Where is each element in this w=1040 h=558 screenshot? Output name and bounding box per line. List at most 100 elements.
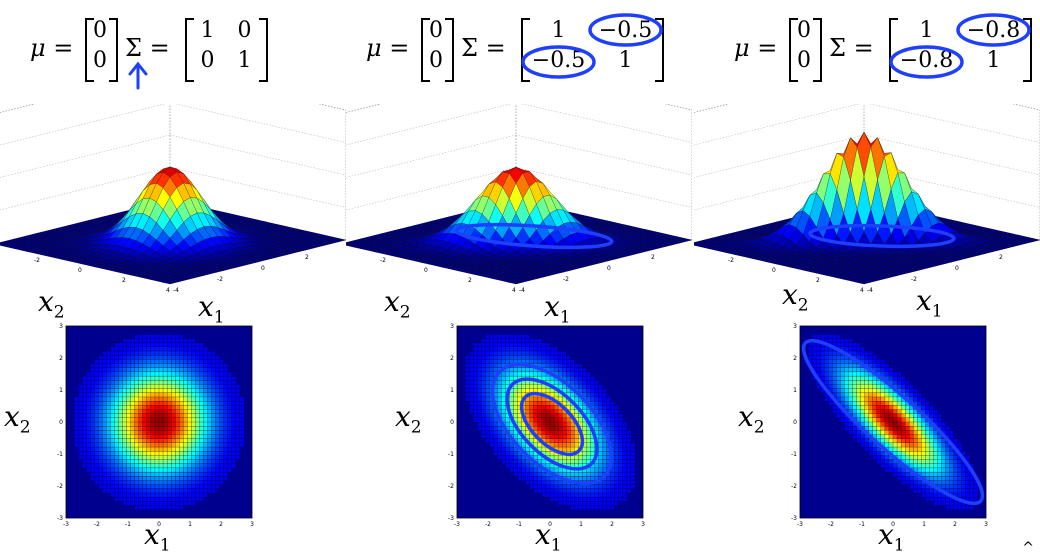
heatmap-cell xyxy=(78,405,83,410)
heatmap-cell xyxy=(537,342,543,348)
heatmap-cell xyxy=(203,350,208,356)
heatmap-cell xyxy=(166,430,172,435)
heatmap-cell xyxy=(606,409,611,414)
heatmap-cell xyxy=(122,455,127,460)
x2-tick-label: 0 xyxy=(59,419,63,426)
heatmap-cell xyxy=(158,451,164,456)
heatmap-cell xyxy=(175,367,180,373)
heatmap-cell xyxy=(138,451,144,456)
heatmap-cell xyxy=(586,505,591,510)
heatmap-cell xyxy=(485,417,490,423)
heatmap-cell xyxy=(110,438,115,444)
heatmap-cell xyxy=(162,426,168,431)
heatmap-cell xyxy=(477,342,482,348)
heatmap-cell xyxy=(501,392,506,398)
heatmap-cell xyxy=(545,350,551,356)
heatmap-cell xyxy=(505,380,510,385)
heatmap-cell xyxy=(154,338,160,344)
heatmap-cell xyxy=(150,375,156,381)
heatmap-cell xyxy=(183,359,188,364)
heatmap-cell xyxy=(187,451,192,456)
heatmap-cell xyxy=(183,455,188,460)
heatmap-cell xyxy=(86,467,91,473)
heatmap-cell xyxy=(578,375,583,381)
heatmap-cell xyxy=(489,350,494,356)
heatmap-cell xyxy=(122,488,127,494)
heatmap-cell xyxy=(489,421,494,427)
heatmap-cell xyxy=(171,396,176,402)
heatmap-cell xyxy=(154,455,160,460)
heatmap-cell xyxy=(464,396,470,402)
heatmap-cell xyxy=(541,342,547,348)
heatmap-cell xyxy=(166,446,172,452)
heatmap-cell xyxy=(473,367,478,373)
x1-axis-label: x1 xyxy=(544,290,571,328)
heatmap-cell xyxy=(183,476,188,481)
heatmap-cell xyxy=(618,430,624,435)
heatmap-cell xyxy=(513,355,518,360)
heatmap-cell xyxy=(590,380,595,385)
heatmap-cell xyxy=(505,375,510,381)
heatmap-cell xyxy=(154,388,160,394)
heatmap-cell xyxy=(219,371,225,377)
heatmap-cell xyxy=(566,355,571,360)
heatmap-cell xyxy=(118,392,123,398)
heatmap-cell xyxy=(138,480,144,485)
heatmap-cell xyxy=(578,384,583,389)
heatmap-cell xyxy=(836,342,841,348)
heatmap-cell xyxy=(130,409,136,414)
heatmap-cell xyxy=(602,417,607,423)
heatmap-cell xyxy=(203,451,208,456)
heatmap-cell xyxy=(158,359,164,364)
heatmap-cell xyxy=(630,467,636,473)
heatmap-cell xyxy=(138,438,144,444)
heatmap-cell xyxy=(114,355,119,360)
heatmap-cell xyxy=(78,417,83,423)
heatmap-cell xyxy=(179,384,184,389)
heatmap-cell xyxy=(98,471,103,477)
heatmap-cell xyxy=(517,346,523,352)
heatmap-cell xyxy=(509,371,514,377)
heatmap-cell xyxy=(183,392,188,398)
x1-tick-label: -2 xyxy=(217,276,223,283)
heatmap-cell xyxy=(191,463,196,469)
heatmap-cell xyxy=(521,346,527,352)
heatmap-cell xyxy=(86,413,91,419)
heatmap-cell xyxy=(171,346,176,352)
heatmap-cell xyxy=(481,413,486,419)
heatmap-cell xyxy=(215,409,220,414)
heatmap-cell xyxy=(606,476,611,481)
heatmap-cell xyxy=(126,367,132,373)
heatmap-cell xyxy=(578,488,583,494)
heatmap-cell xyxy=(549,363,555,369)
heatmap-cell xyxy=(94,476,99,481)
heatmap-cell xyxy=(106,421,111,427)
heatmap-cell xyxy=(98,405,103,410)
heatmap-cell xyxy=(207,363,212,369)
heatmap-cell xyxy=(102,442,107,448)
heatmap-cell xyxy=(594,384,599,389)
heatmap-cell xyxy=(130,355,136,360)
heatmap-cell xyxy=(179,346,184,352)
heatmap-cell xyxy=(158,405,164,410)
heatmap-cell xyxy=(130,438,136,444)
heatmap-cell xyxy=(142,467,148,473)
surface-patch xyxy=(163,280,177,285)
heatmap-cell xyxy=(90,471,95,477)
heatmap-cell xyxy=(211,384,216,389)
heatmap-cell xyxy=(464,355,470,360)
heatmap-cell xyxy=(477,346,482,352)
panel-sigma-neg-0-5: μ =00Σ =1−0.5−0.5100.10.20.30.4442200-2-… xyxy=(346,0,692,558)
heatmap-cell xyxy=(562,459,567,465)
heatmap-cell xyxy=(219,463,225,469)
heatmap-cell xyxy=(142,488,148,494)
heatmap-cell xyxy=(146,388,152,394)
contour-annotation xyxy=(490,362,614,486)
heatmap-cell xyxy=(162,401,168,406)
heatmap-cell xyxy=(191,459,196,465)
heatmap-cell xyxy=(574,501,579,506)
heatmap-cell xyxy=(598,505,603,510)
mu-bracket-right xyxy=(109,18,118,82)
heatmap-cell xyxy=(614,430,620,435)
heatmap-cell xyxy=(171,375,176,381)
